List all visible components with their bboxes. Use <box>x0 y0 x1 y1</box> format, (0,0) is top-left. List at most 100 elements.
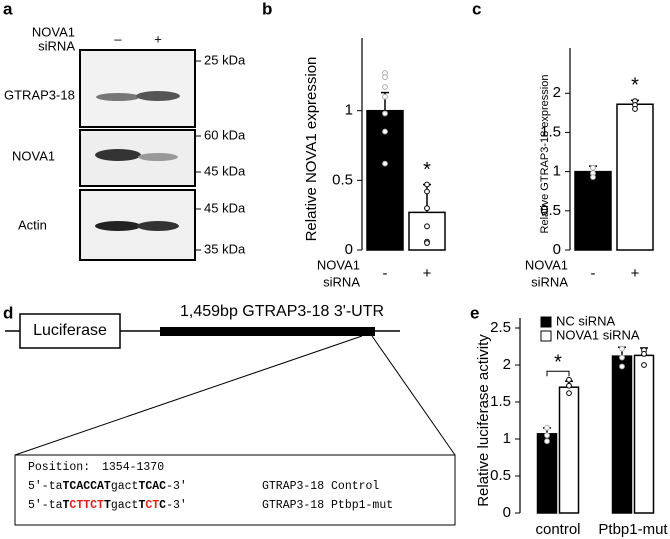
sequence-segment: 5'-ta <box>28 480 63 493</box>
y-tick-label: 0.5 <box>332 171 353 188</box>
utr-bar <box>160 327 375 336</box>
significance-bracket <box>546 370 570 377</box>
y-tick-label: 1.5 <box>490 393 511 410</box>
marker-label: 35 kDa <box>204 241 246 256</box>
sequence-segment: -3' <box>166 480 187 493</box>
x-tick-label: - <box>383 265 388 282</box>
marker-label: 25 kDa <box>204 52 246 67</box>
sequence-segment: C <box>159 499 166 512</box>
band <box>136 91 180 101</box>
bar <box>611 355 633 514</box>
y-tick-label: 1 <box>503 430 511 447</box>
legend-swatch <box>540 316 552 328</box>
legend-label: NC siRNA <box>556 313 616 328</box>
data-point <box>424 240 430 246</box>
sequence-name: GTRAP3-18 Ptbp1-mut <box>262 499 393 512</box>
lane-label: + <box>154 31 162 46</box>
sequence-segment: TCAC <box>138 480 166 493</box>
marker-label: 45 kDa <box>204 200 246 215</box>
data-point <box>619 354 625 361</box>
panel-letter: b <box>262 0 272 18</box>
x-axis-label: siRNA <box>531 274 568 289</box>
x-tick-label: Ptbp1-mut <box>598 521 668 538</box>
bar <box>558 386 580 514</box>
x-tick-label: control <box>535 521 580 538</box>
data-point <box>566 382 572 389</box>
data-point <box>382 110 388 117</box>
x-axis-label: NOVA1 <box>317 257 360 272</box>
sequence-name: GTRAP3-18 Control <box>262 480 379 493</box>
significance-mark: * <box>423 159 431 181</box>
y-axis-label: Relative GTRAP3-18 expression <box>539 75 551 234</box>
data-point <box>566 390 572 397</box>
y-tick-label: 0.5 <box>490 467 511 484</box>
significance-mark: * <box>631 75 639 97</box>
y-tick-label: 2.5 <box>490 319 511 336</box>
data-point <box>382 74 388 81</box>
x-tick-label: + <box>631 265 640 282</box>
box-label: Luciferase <box>33 322 107 339</box>
blot-label: GTRAP3-18 <box>4 87 75 102</box>
bar <box>633 354 655 514</box>
y-tick-label: 2 <box>553 84 561 101</box>
y-tick-label: 1.5 <box>540 123 561 140</box>
zoom-line <box>14 335 363 456</box>
data-point <box>382 128 388 135</box>
x-tick-label: + <box>423 265 432 282</box>
significance-mark: * <box>554 352 562 374</box>
data-point <box>641 351 647 357</box>
y-axis-label: Relative luciferase activity <box>475 334 492 507</box>
data-point <box>424 205 430 212</box>
y-tick-label: 1 <box>345 102 353 119</box>
bar <box>536 433 558 514</box>
y-tick-label: 0 <box>553 241 561 258</box>
marker-label: 60 kDa <box>204 127 246 142</box>
position: 1354-1370 <box>102 461 164 474</box>
data-point <box>544 432 550 439</box>
legend-label: NOVA1 siRNA <box>556 327 640 342</box>
y-axis-label: Relative NOVA1 expression <box>303 57 320 242</box>
bar <box>574 170 612 251</box>
data-point <box>424 188 430 195</box>
sequence-segment: T <box>138 499 145 512</box>
sequence-segment: 5'-ta <box>28 499 63 512</box>
data-point <box>566 376 572 383</box>
x-axis-label: NOVA1 <box>525 257 568 272</box>
y-tick-label: 0 <box>345 241 353 258</box>
data-point <box>619 363 625 370</box>
blot-label: NOVA1 <box>12 148 55 163</box>
panel-letter: e <box>470 303 479 322</box>
data-point <box>424 181 430 188</box>
sequence-segment: CT <box>145 499 159 512</box>
data-point <box>641 362 647 368</box>
construct-diagram: d Luciferase 1,459bp GTRAP3-18 3'-UTR Po… <box>3 303 456 526</box>
treatment-label: siRNA <box>38 38 75 53</box>
sequence-segment: TCACCAT <box>63 480 111 493</box>
sequence-segment: CTTCT <box>69 499 104 512</box>
panel-letter: c <box>472 0 481 18</box>
sequence-segment: gact <box>111 499 139 512</box>
band <box>96 93 140 101</box>
data-point <box>632 106 638 112</box>
y-tick-label: 0 <box>503 504 511 521</box>
panel-letter: a <box>3 0 13 18</box>
luciferase-box <box>19 313 121 349</box>
data-point <box>382 93 388 100</box>
band <box>95 221 141 231</box>
sequence-segment: gact <box>111 480 139 493</box>
lane-label: – <box>114 31 122 46</box>
y-tick-label: 1 <box>553 163 561 180</box>
sequence-line: 5'-taTCACCATgactTCAC-3' <box>28 480 187 493</box>
utr-title: 1,459bp GTRAP3-18 3'-UTR <box>180 303 384 320</box>
data-point <box>544 438 550 445</box>
blot-panel: a NOVA1 siRNA – + GTRAP3-18 NOVA1 Actin … <box>3 0 246 261</box>
data-point <box>424 223 430 230</box>
x-tick-label: - <box>591 265 596 282</box>
marker-label: 45 kDa <box>204 163 246 178</box>
sequence-line: 5'-taTCTTCTTgactTCTC-3' <box>28 499 187 512</box>
data-point <box>382 84 388 90</box>
blot-frame <box>79 49 196 128</box>
data-point <box>382 160 388 167</box>
sequence-segment: T <box>104 499 111 512</box>
